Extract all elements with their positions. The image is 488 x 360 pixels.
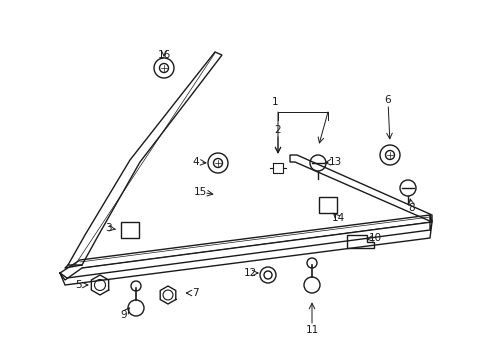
Text: 5: 5 bbox=[76, 280, 82, 290]
Text: 6: 6 bbox=[384, 95, 390, 105]
Text: 12: 12 bbox=[243, 268, 256, 278]
Text: 8: 8 bbox=[408, 203, 414, 213]
Text: 16: 16 bbox=[157, 50, 170, 60]
Text: 14: 14 bbox=[331, 213, 344, 223]
Text: 3: 3 bbox=[104, 223, 111, 233]
Text: 2: 2 bbox=[274, 125, 281, 135]
Text: 11: 11 bbox=[305, 325, 318, 335]
Text: 10: 10 bbox=[367, 233, 381, 243]
Bar bbox=[318, 197, 336, 213]
Text: 13: 13 bbox=[328, 157, 341, 167]
Bar bbox=[121, 222, 139, 238]
Text: 4: 4 bbox=[192, 157, 199, 167]
Text: 9: 9 bbox=[121, 310, 127, 320]
Text: 7: 7 bbox=[191, 288, 198, 298]
Text: 1: 1 bbox=[271, 97, 278, 107]
Text: 15: 15 bbox=[193, 187, 206, 197]
